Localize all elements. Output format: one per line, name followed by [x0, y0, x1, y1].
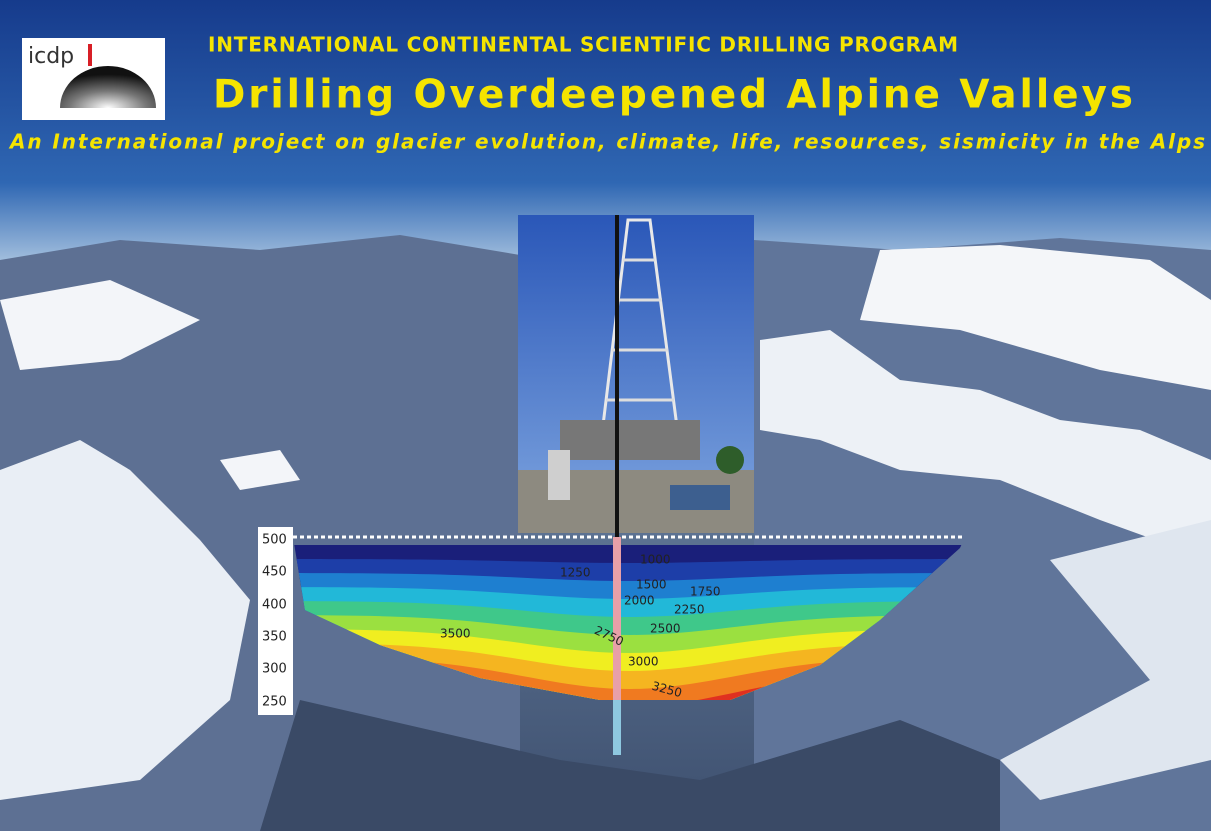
- contour-label: 2500: [650, 622, 681, 636]
- depth-label: 350: [262, 630, 287, 645]
- contour-label: 2250: [674, 603, 705, 617]
- logo-text: icdp: [28, 44, 74, 69]
- depth-label: 400: [262, 598, 287, 613]
- logo-dome: [60, 66, 156, 108]
- borehole-sediment: [613, 537, 621, 700]
- logo: icdp: [22, 38, 165, 120]
- depth-label: 250: [262, 695, 287, 710]
- program-name: INTERNATIONAL CONTINENTAL SCIENTIFIC DRI…: [208, 33, 958, 57]
- depth-label: 300: [262, 662, 287, 677]
- contour-label: 1500: [636, 578, 667, 592]
- contour-label: 2000: [624, 594, 655, 608]
- borehole-bedrock: [613, 700, 621, 755]
- contour-label: 3500: [440, 627, 471, 641]
- rig-photo: [518, 215, 754, 533]
- contour-label: 3000: [628, 655, 659, 669]
- axis-box: [258, 527, 293, 715]
- depth-label: 500: [262, 533, 287, 548]
- depth-label: 450: [262, 565, 287, 580]
- contour-label: 1000: [640, 553, 671, 567]
- logo-mark: [88, 44, 92, 66]
- title: Drilling Overdeepened Alpine Valleys: [213, 73, 1133, 118]
- subtitle: An International project on glacier evol…: [8, 130, 1205, 154]
- contour-band: [293, 643, 965, 700]
- contour-label: 1750: [690, 585, 721, 599]
- contour-label: 1250: [560, 566, 591, 580]
